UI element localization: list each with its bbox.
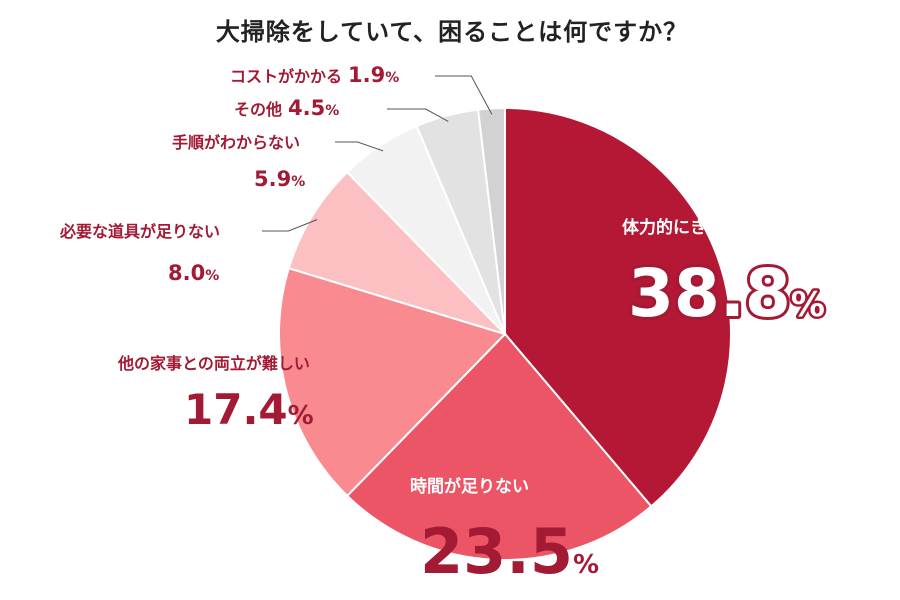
slice-label-1: 時間が足りない <box>410 476 529 497</box>
pie-slice-2 <box>278 266 507 498</box>
pie-slices <box>278 106 732 561</box>
slice-label-3: 必要な道具が足りない <box>59 222 220 241</box>
leader-line-4 <box>335 141 384 152</box>
leader-line-6 <box>435 75 493 115</box>
slice-label-4: 手順がわからない <box>172 133 300 152</box>
pie-slice-1 <box>345 332 653 561</box>
slice-value-0: 38.8% <box>628 255 825 332</box>
pie-slice-0 <box>504 106 732 508</box>
leader-line-5 <box>387 108 449 122</box>
slice-value-4: 5.9% <box>254 167 305 191</box>
leader-line-3 <box>262 219 318 232</box>
slice-value-1: 23.5% <box>420 515 599 588</box>
slice-label-0: 体力的にきつい <box>622 217 741 238</box>
chart-title: 大掃除をしていて、困ることは何ですか？ <box>216 18 688 46</box>
slice-label-2: 他の家事との両立が難しい <box>117 354 310 373</box>
slice-label-6: コストがかかる 1.9% <box>230 63 399 87</box>
slice-value-3: 8.0% <box>168 261 219 285</box>
leader-lines <box>262 75 493 232</box>
pie-slice-3 <box>287 170 506 335</box>
pie-slice-6 <box>476 106 506 335</box>
slice-label-5: その他 4.5% <box>234 96 339 120</box>
slice-value-2: 17.4% <box>184 385 314 434</box>
